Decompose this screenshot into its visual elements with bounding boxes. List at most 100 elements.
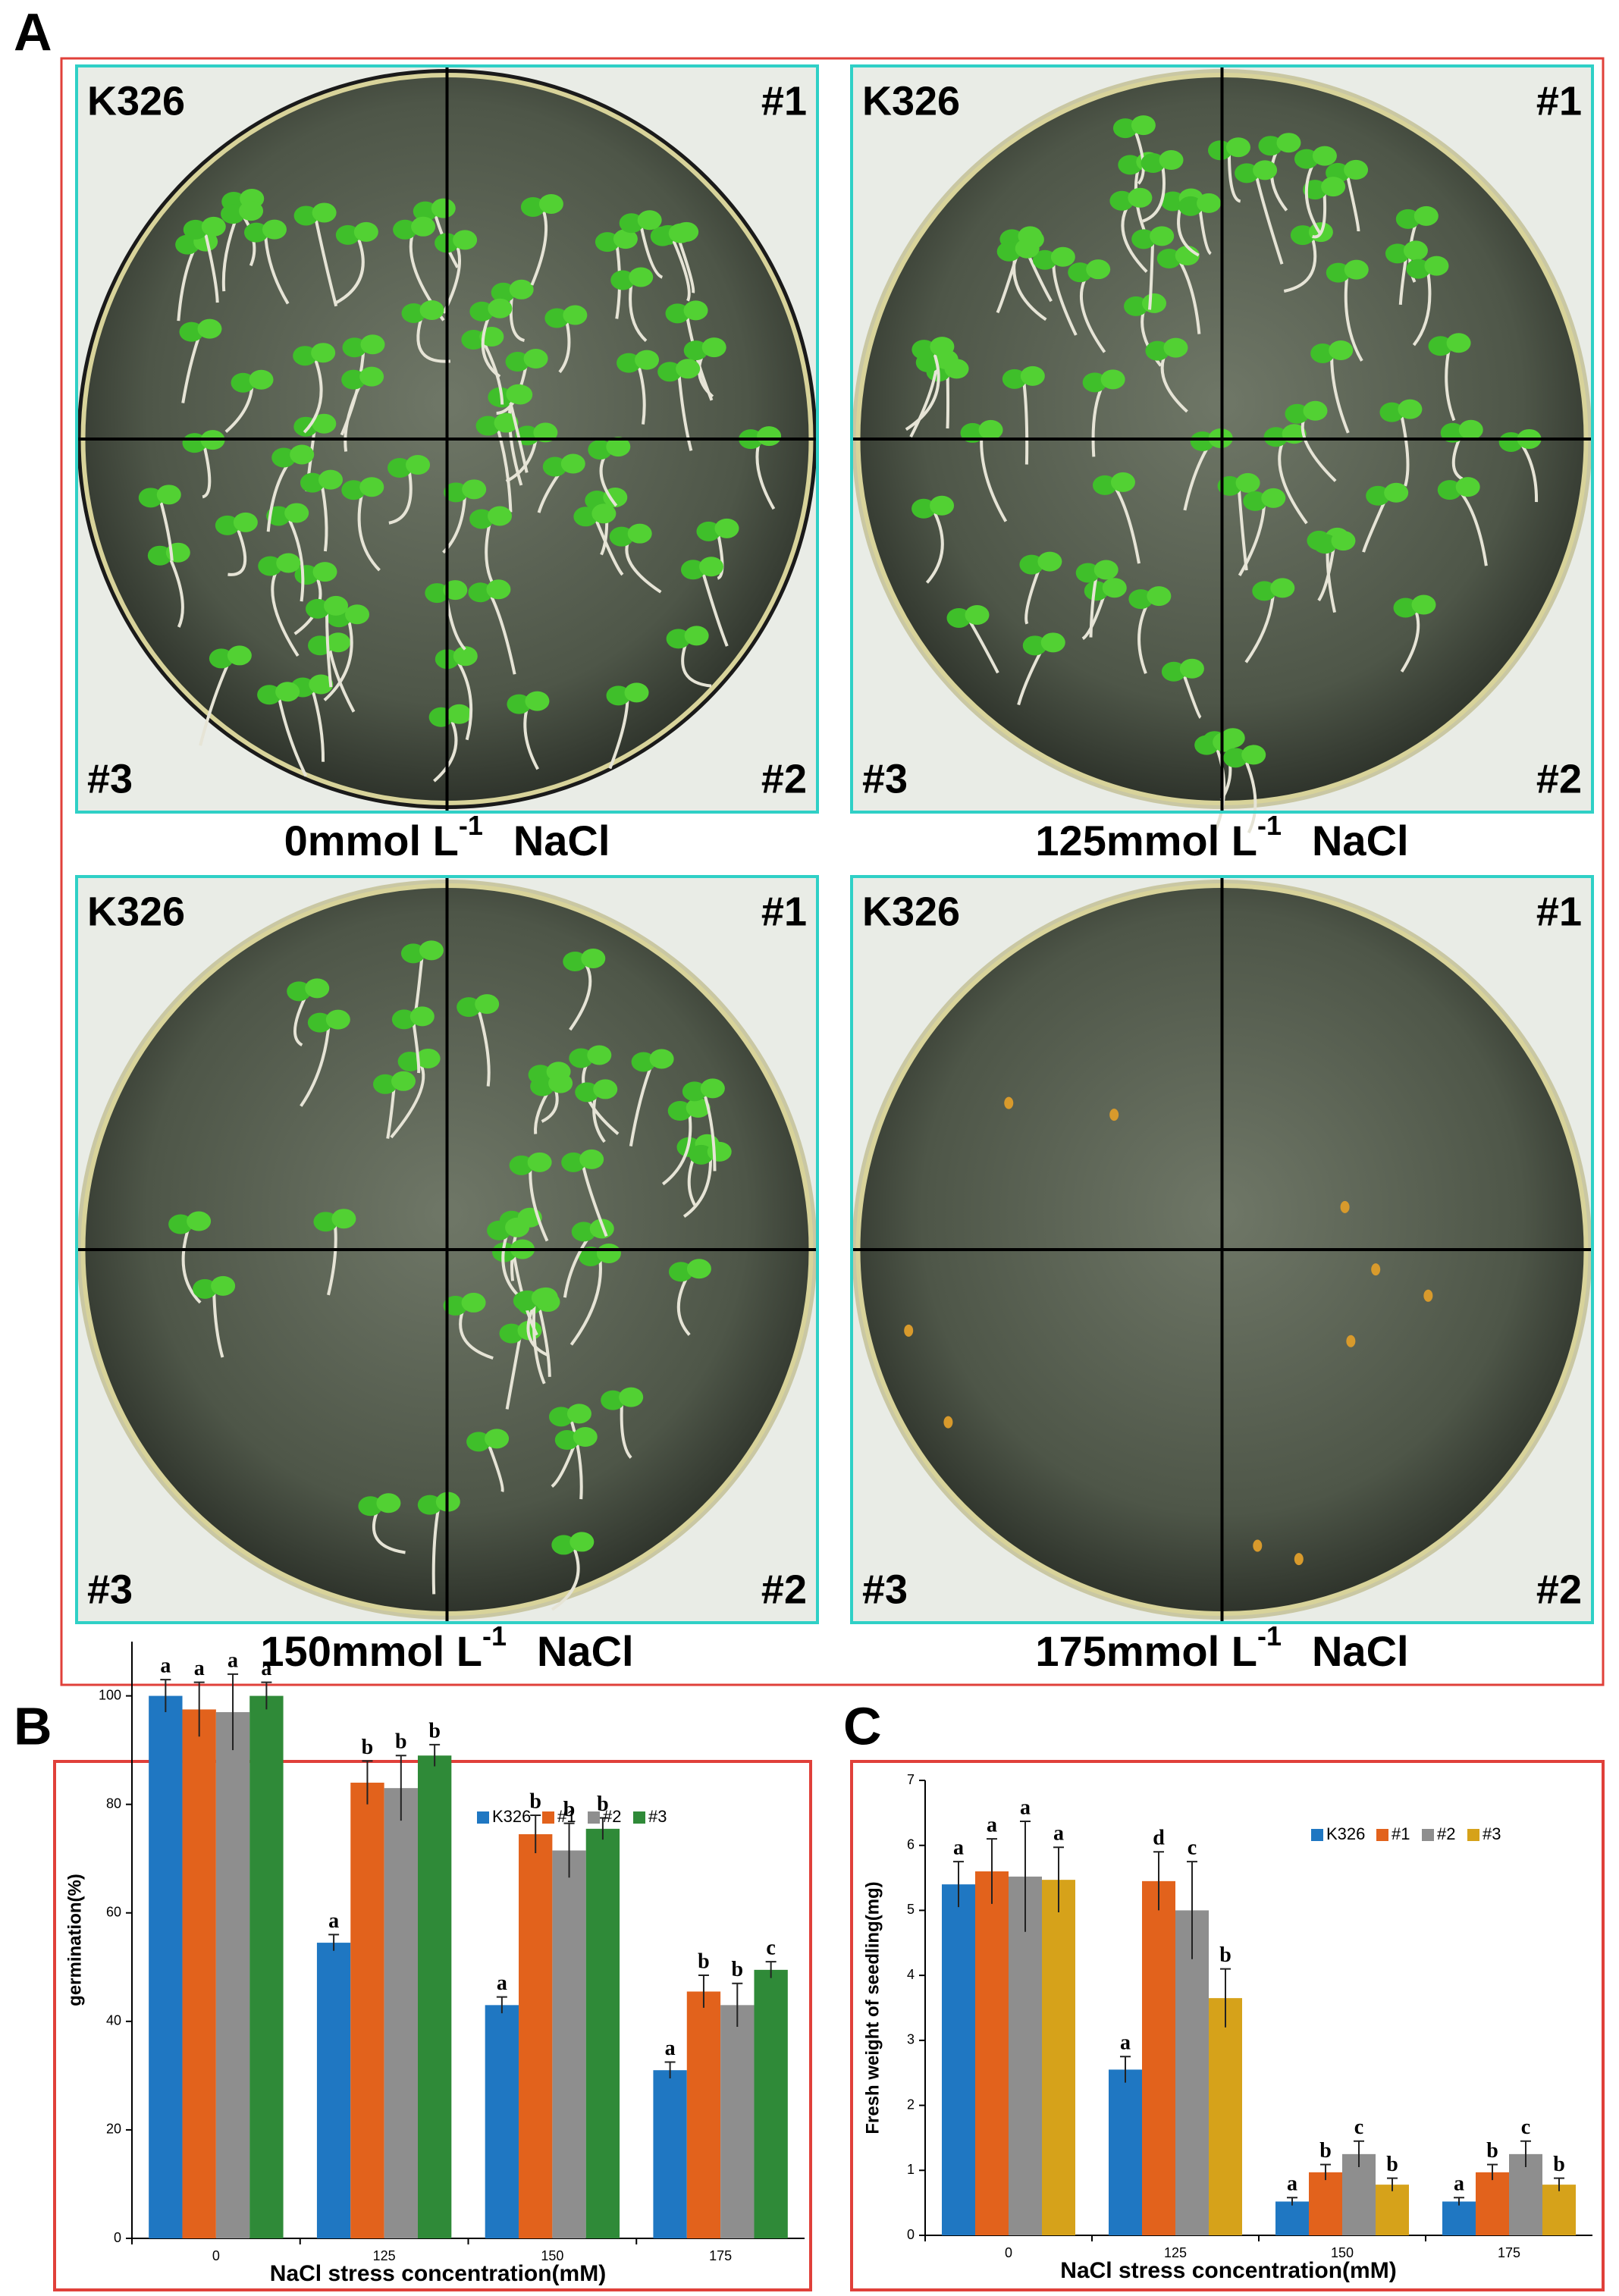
cotyledon (1019, 554, 1044, 575)
genotype-label: K326 (87, 78, 185, 124)
cotyledon (293, 205, 318, 226)
genotype-label: #3 (862, 1567, 908, 1612)
cotyledon (613, 229, 638, 249)
root (167, 554, 184, 628)
cotyledon (930, 337, 955, 357)
cotyledon (1124, 296, 1149, 316)
genotype-label: #2 (1536, 1567, 1582, 1612)
cotyledon (1190, 431, 1215, 452)
cotyledon (946, 607, 971, 628)
cotyledon (475, 994, 500, 1015)
significance-letter: b (698, 1949, 710, 1973)
significance-letter: a (497, 1971, 507, 1995)
cotyledon (1020, 365, 1045, 386)
genotype-label: #1 (761, 78, 807, 124)
y-tick-label: 20 (106, 2122, 121, 2137)
legend-swatch (588, 1811, 600, 1824)
cotyledon (1395, 209, 1420, 229)
cotyledon (457, 997, 482, 1018)
y-tick-label: 0 (114, 2230, 121, 2245)
root (416, 312, 451, 363)
cotyledon (156, 485, 181, 505)
x-tick-label: 175 (709, 2248, 732, 2263)
legend-swatch (1467, 1829, 1479, 1841)
bar (215, 1712, 250, 2238)
cotyledon (569, 1048, 594, 1068)
cotyledon (1398, 399, 1423, 419)
cotyledon (569, 1532, 595, 1552)
cotyledon (417, 1495, 442, 1515)
cotyledon (1037, 551, 1062, 572)
cotyledon (714, 518, 739, 538)
genotype-label: K326 (862, 889, 960, 934)
significance-letter: b (428, 1719, 441, 1742)
root (996, 251, 1020, 314)
cotyledon (978, 419, 1003, 440)
root (946, 372, 950, 429)
error-bar (563, 1822, 575, 1878)
root (320, 482, 328, 552)
cotyledon (453, 230, 478, 250)
x-axis-title: NaCl stress concentration(mM) (270, 2261, 606, 2286)
legend-swatch (633, 1811, 645, 1824)
error-bar (1487, 2163, 1498, 2181)
cotyledon (486, 579, 511, 600)
caption-salt: NaCl (513, 817, 610, 864)
cotyledon (305, 978, 330, 999)
cotyledon (1344, 159, 1369, 180)
legend-label: K326 (1326, 1824, 1365, 1843)
root (1345, 172, 1360, 232)
significance-letter: a (1120, 2031, 1131, 2055)
root (1445, 345, 1456, 422)
root (1198, 205, 1213, 256)
cotyledon (1329, 340, 1354, 360)
seed (1109, 1109, 1119, 1121)
bar (1142, 1880, 1175, 2235)
seed (1423, 1289, 1433, 1302)
legend-label: #1 (1392, 1824, 1410, 1843)
cotyledon (393, 219, 418, 240)
bar (975, 1871, 1009, 2235)
significance-letter: b (1319, 2139, 1332, 2163)
cotyledon (1128, 187, 1153, 208)
genotype-label: #1 (1536, 78, 1582, 124)
cotyledon (1112, 118, 1137, 139)
cotyledon (533, 422, 558, 443)
root (1238, 500, 1266, 576)
cotyledon (469, 509, 494, 529)
cotyledon (461, 1292, 486, 1313)
cotyledon (589, 1219, 614, 1239)
cotyledon (1385, 243, 1410, 264)
bar (519, 1833, 553, 2238)
cotyledon (606, 685, 631, 706)
cotyledon (309, 674, 334, 695)
cotyledon (603, 487, 628, 507)
plate-frame (75, 64, 819, 814)
cotyledon (1225, 137, 1250, 158)
root (639, 222, 664, 279)
y-tick-label: 5 (907, 1902, 915, 1917)
cotyledon (1321, 177, 1346, 197)
error-bar (530, 1814, 541, 1854)
cotyledon (531, 1288, 556, 1308)
cotyledon (485, 1429, 510, 1449)
root (327, 1221, 337, 1296)
cotyledon (1197, 193, 1222, 213)
x-tick-label: 125 (1164, 2245, 1187, 2260)
cotyledon (1102, 578, 1127, 598)
root (905, 349, 940, 431)
cotyledon (179, 322, 204, 342)
caption-exponent: -1 (1257, 1620, 1282, 1651)
bar (1309, 2172, 1342, 2235)
cotyledon (1455, 477, 1480, 497)
cotyledon (406, 454, 431, 475)
significance-letter: d (1153, 1827, 1165, 1850)
significance-letter: b (597, 1793, 609, 1816)
cotyledon (548, 1407, 573, 1427)
cotyledon (1084, 581, 1109, 601)
legend-swatch (1376, 1829, 1388, 1841)
genotype-label: #1 (1536, 889, 1582, 934)
cotyledon (544, 308, 569, 328)
root (1024, 563, 1043, 625)
y-tick-label: 3 (907, 2032, 915, 2047)
